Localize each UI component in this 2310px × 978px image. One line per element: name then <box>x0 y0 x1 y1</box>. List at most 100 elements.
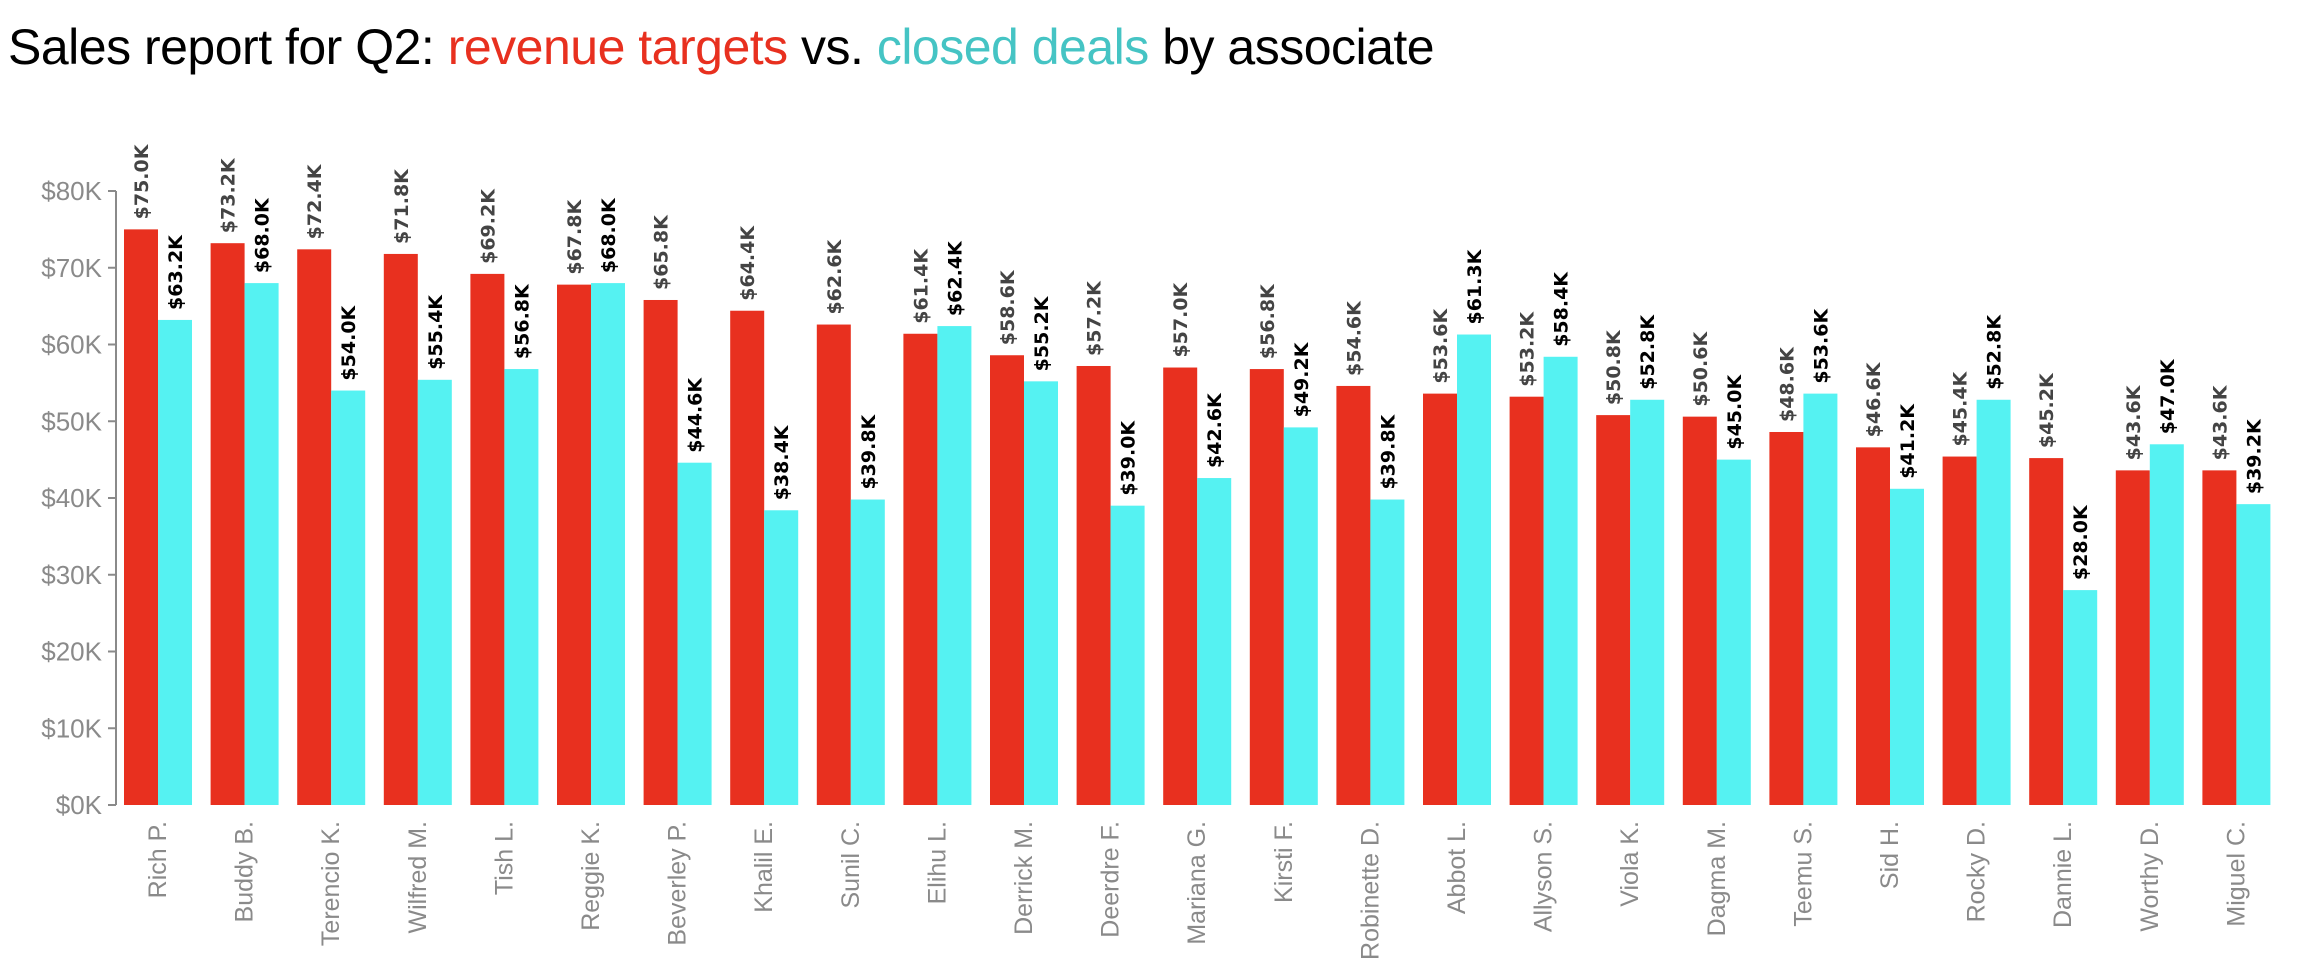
x-category-label: Sunil C. <box>837 821 865 909</box>
bar-revenue-target <box>383 253 418 805</box>
value-label: $42.6K <box>1204 392 1226 468</box>
y-tick-label: $10K <box>41 713 102 743</box>
value-label: $52.8K <box>1984 314 2006 390</box>
bar-revenue-target <box>1942 456 1977 805</box>
bar-closed-deals <box>1110 505 1145 805</box>
x-category-label: Khalil E. <box>750 821 778 913</box>
bar-closed-deals <box>2063 590 2098 805</box>
value-label: $45.2K <box>2036 372 2058 448</box>
value-label: $55.4K <box>425 294 447 370</box>
title-part: vs. <box>787 19 877 75</box>
x-category-label: Reggie K. <box>577 821 605 931</box>
value-label: $69.2K <box>477 188 499 264</box>
bar-revenue-target <box>1249 369 1284 805</box>
y-tick-label: $60K <box>41 330 102 360</box>
y-tick-label: $30K <box>41 560 102 590</box>
bar-closed-deals <box>1457 334 1491 805</box>
bar-revenue-target <box>730 310 765 805</box>
bar-closed-deals <box>1630 399 1665 805</box>
bar-revenue-target <box>816 324 851 805</box>
title-revenue-targets: revenue targets <box>447 19 788 75</box>
x-category-label: Beverley P. <box>664 821 692 946</box>
x-category-label: Deerdre F. <box>1097 821 1125 938</box>
bar-revenue-target <box>1856 447 1890 805</box>
bar-revenue-target <box>643 299 678 805</box>
x-category-label: Rich P. <box>144 821 172 898</box>
x-category-label: Derrick M. <box>1010 821 1038 935</box>
value-label: $52.8K <box>1637 314 1659 390</box>
value-label: $28.0K <box>2070 504 2092 580</box>
value-label: $39.8K <box>858 413 880 489</box>
bar-closed-deals <box>417 379 452 805</box>
bar-revenue-target <box>1682 416 1717 805</box>
value-label: $53.2K <box>1517 311 1539 387</box>
bar-closed-deals <box>2236 504 2271 805</box>
bar-closed-deals <box>850 499 885 805</box>
bar-closed-deals <box>1024 381 1058 805</box>
bar-closed-deals <box>1976 399 2011 805</box>
x-category-label: Dannie L. <box>2049 821 2077 928</box>
value-label: $48.6K <box>1776 346 1798 422</box>
value-label: $71.8K <box>391 168 413 244</box>
bar-revenue-target <box>903 333 938 805</box>
y-tick-label: $0K <box>56 790 103 820</box>
bar-revenue-target <box>1163 367 1198 805</box>
bar-closed-deals <box>1197 478 1232 805</box>
x-category-label: Rocky D. <box>1963 821 1991 922</box>
bar-revenue-target <box>470 273 505 805</box>
bar-revenue-target <box>2115 470 2150 805</box>
bar-closed-deals <box>591 283 625 806</box>
x-category-label: Elihu L. <box>923 821 951 904</box>
y-tick-label: $80K <box>41 176 102 206</box>
value-label: $61.3K <box>1464 248 1486 324</box>
bar-closed-deals <box>158 319 192 805</box>
value-label: $61.4K <box>910 248 932 324</box>
bar-revenue-target <box>1076 365 1111 805</box>
bar-closed-deals <box>2149 444 2184 805</box>
value-label: $56.8K <box>511 283 533 359</box>
title-part: by associate <box>1148 19 1435 75</box>
x-category-label: Buddy B. <box>231 821 259 922</box>
value-label: $43.6K <box>2209 384 2231 460</box>
bar-closed-deals <box>937 326 972 805</box>
value-label: $67.8K <box>564 199 586 275</box>
bar-revenue-target <box>1769 431 1804 805</box>
bar-revenue-target <box>990 355 1024 805</box>
value-label: $43.6K <box>2123 384 2145 460</box>
value-label: $62.6K <box>824 238 846 314</box>
x-category-label: Robinette D. <box>1356 821 1384 960</box>
value-label: $73.2K <box>218 157 240 233</box>
value-label: $39.2K <box>2243 418 2265 494</box>
title-part: Sales report for Q2: <box>8 19 448 75</box>
value-label: $39.8K <box>1377 413 1399 489</box>
value-label: $39.0K <box>1118 420 1140 496</box>
x-category-label: Viola K. <box>1616 821 1644 907</box>
bar-closed-deals <box>1543 356 1578 805</box>
bar-closed-deals <box>1370 499 1405 805</box>
bar-closed-deals <box>244 283 279 806</box>
y-tick-label: $40K <box>41 483 102 513</box>
bar-revenue-target <box>2029 458 2064 805</box>
bar-closed-deals <box>1890 488 1924 805</box>
title-closed-deals: closed deals <box>876 19 1149 75</box>
value-label: $55.2K <box>1031 295 1053 371</box>
x-category-label: Abbot L. <box>1443 821 1471 914</box>
value-label: $46.6K <box>1863 361 1885 437</box>
bar-revenue-target <box>1596 415 1631 805</box>
value-label: $56.8K <box>1257 283 1279 359</box>
y-tick-label: $50K <box>41 406 102 436</box>
x-category-label: Wilfred M. <box>404 821 432 934</box>
value-label: $68.0K <box>598 197 620 273</box>
bar-revenue-target <box>557 284 591 805</box>
bar-revenue-target <box>1423 393 1457 805</box>
value-label: $64.4K <box>737 225 759 301</box>
value-label: $49.2K <box>1291 341 1313 417</box>
value-label: $63.2K <box>165 234 187 310</box>
bar-closed-deals <box>331 390 366 805</box>
bar-closed-deals <box>1283 427 1318 805</box>
x-category-label: Sid H. <box>1876 821 1904 889</box>
value-label: $50.8K <box>1603 329 1625 405</box>
value-label: $54.0K <box>338 304 360 380</box>
value-label: $47.0K <box>2157 358 2179 434</box>
